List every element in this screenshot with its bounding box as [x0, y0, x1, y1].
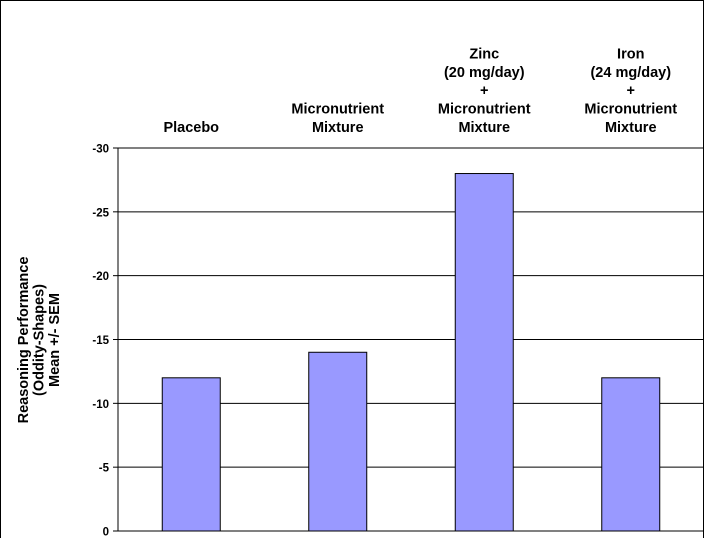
category-label: Iron	[617, 46, 644, 62]
y-tick-label: 0	[103, 527, 109, 539]
y-tick-label: -20	[92, 271, 109, 283]
category-label: Placebo	[163, 120, 219, 136]
category-label: +	[627, 83, 635, 99]
category-labels: Placebo Micronutrient Mixture Zinc (20 mg/da…	[163, 46, 677, 136]
category-label: Micronutrient	[438, 102, 531, 118]
y-axis-label-line: Mean +/- SEM	[47, 293, 63, 387]
bar	[601, 377, 661, 532]
y-axis-label: Reasoning Performance(Oddity-Shapes)Mean…	[16, 257, 63, 424]
category-label: Mixture	[458, 120, 510, 136]
y-tick-label: -5	[99, 463, 110, 475]
category-label: Mixture	[312, 120, 364, 136]
y-axis-label-line: (Oddity-Shapes)	[32, 284, 48, 396]
y-tick-label: -25	[92, 207, 109, 219]
y-tick-label: -30	[92, 144, 109, 156]
bars	[161, 173, 661, 532]
y-axis-label-line: Reasoning Performance	[16, 257, 32, 424]
bar	[161, 377, 221, 532]
y-tick-label: -15	[92, 335, 109, 347]
category-label: Micronutrient	[291, 102, 384, 118]
bar	[454, 173, 514, 532]
category-label: Mixture	[605, 120, 657, 136]
category-label: +	[480, 83, 488, 99]
y-tick-label: -10	[92, 399, 109, 411]
y-tick-labels: 0 -5 -10 -15 -20 -25 -30	[92, 144, 118, 539]
category-label: (20 mg/day)	[444, 65, 525, 81]
category-label: Micronutrient	[584, 102, 677, 118]
category-label: Zinc	[469, 46, 499, 62]
category-label: (24 mg/day)	[590, 65, 671, 81]
bar	[308, 351, 368, 532]
